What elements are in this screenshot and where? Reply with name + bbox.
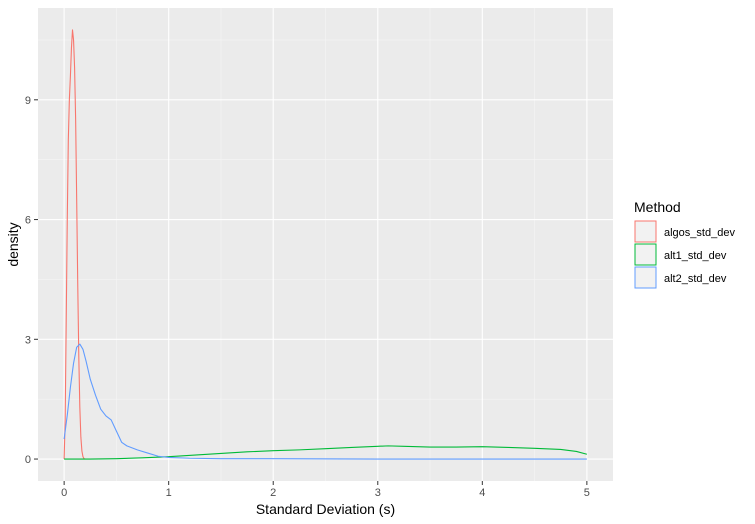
y-tick-label: 6 [25, 215, 31, 227]
series-layer [63, 29, 588, 460]
legend-label-algos_std_dev: algos_std_dev [664, 227, 735, 239]
major-gridlines [38, 8, 613, 481]
minor-gridlines [38, 8, 613, 481]
series-line-alt1_std_dev [64, 445, 588, 460]
x-tick-label: 5 [584, 487, 590, 499]
y-axis-title: density [5, 222, 21, 266]
x-tick-label: 1 [166, 487, 172, 499]
legend: Method algos_std_dev alt1_std_dev alt2_std… [634, 199, 735, 289]
legend-title: Method [634, 199, 681, 215]
legend-label-alt1_std_dev: alt1_std_dev [664, 250, 727, 262]
x-axis-title: Standard Deviation (s) [256, 501, 395, 517]
series-line-alt2_std_dev [63, 343, 587, 460]
x-tick-label: 0 [61, 487, 67, 499]
y-tick-label: 9 [25, 95, 31, 107]
x-tick-label: 3 [375, 487, 381, 499]
legend-key-alt2_std_dev [634, 266, 657, 289]
x-tick-label: 2 [270, 487, 276, 499]
y-tick-label: 0 [25, 454, 31, 466]
x-axis: 0 1 2 3 4 5 [61, 481, 590, 499]
legend-label-alt2_std_dev: alt2_std_dev [664, 273, 727, 285]
y-tick-label: 3 [25, 334, 31, 346]
x-tick-label: 4 [479, 487, 485, 499]
series-line-algos_std_dev [63, 29, 86, 460]
legend-key-algos_std_dev [634, 220, 657, 243]
y-axis: 0 3 6 9 [25, 95, 38, 466]
legend-key-alt1_std_dev [634, 243, 657, 266]
